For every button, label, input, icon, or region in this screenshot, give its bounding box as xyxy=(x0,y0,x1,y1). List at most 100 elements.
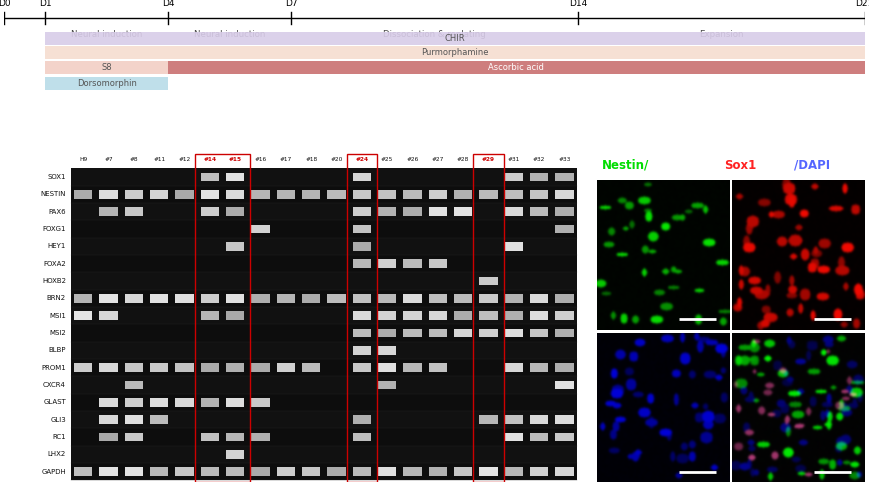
Bar xyxy=(555,468,574,476)
Text: Ascorbic acid: Ascorbic acid xyxy=(488,63,544,72)
Text: Dissociation & replating: Dissociation & replating xyxy=(383,30,486,39)
Bar xyxy=(226,173,244,182)
Bar xyxy=(530,312,548,320)
Bar xyxy=(378,381,396,390)
Bar xyxy=(353,433,371,442)
Bar xyxy=(45,32,865,45)
Bar xyxy=(428,312,447,320)
Bar xyxy=(70,429,577,446)
Bar xyxy=(428,260,447,268)
Bar xyxy=(70,376,577,394)
Bar xyxy=(251,190,269,199)
Bar xyxy=(530,363,548,372)
Text: D0: D0 xyxy=(0,0,10,8)
Bar xyxy=(555,225,574,233)
Text: /DAPI: /DAPI xyxy=(793,159,830,172)
Bar xyxy=(555,381,574,390)
Bar xyxy=(454,312,472,320)
Text: #29: #29 xyxy=(482,157,495,162)
Bar xyxy=(70,238,577,255)
Text: PROM1: PROM1 xyxy=(41,365,66,371)
Bar xyxy=(251,433,269,442)
Bar xyxy=(328,468,346,476)
Bar xyxy=(74,468,92,476)
Bar xyxy=(70,169,577,481)
Bar xyxy=(201,398,219,407)
Bar xyxy=(99,190,117,199)
Bar xyxy=(403,260,421,268)
Bar xyxy=(251,363,269,372)
Bar xyxy=(251,468,269,476)
Text: #26: #26 xyxy=(407,157,419,162)
Text: Dorsomorphin: Dorsomorphin xyxy=(76,79,136,88)
Text: #15: #15 xyxy=(229,157,242,162)
Bar xyxy=(99,294,117,303)
Text: Nestin/: Nestin/ xyxy=(602,159,649,172)
Bar xyxy=(480,277,498,285)
Text: Neural induction: Neural induction xyxy=(71,30,143,39)
Bar xyxy=(45,46,865,59)
Text: #12: #12 xyxy=(178,157,190,162)
Text: D7: D7 xyxy=(285,0,297,8)
Text: MSI1: MSI1 xyxy=(49,313,66,319)
Text: GLAST: GLAST xyxy=(43,399,66,406)
Text: BLBP: BLBP xyxy=(49,347,66,354)
Bar xyxy=(428,329,447,337)
Bar xyxy=(226,207,244,216)
Bar xyxy=(454,468,472,476)
Bar xyxy=(150,415,169,424)
Bar xyxy=(353,329,371,337)
Bar xyxy=(70,221,577,238)
Text: BRN2: BRN2 xyxy=(47,296,66,301)
Bar xyxy=(176,468,194,476)
Bar xyxy=(428,207,447,216)
Bar xyxy=(480,190,498,199)
Bar xyxy=(505,207,523,216)
Text: HEY1: HEY1 xyxy=(48,244,66,249)
Text: #18: #18 xyxy=(305,157,317,162)
Bar xyxy=(505,329,523,337)
Text: FOXA2: FOXA2 xyxy=(43,261,66,267)
Bar xyxy=(74,294,92,303)
Bar xyxy=(555,173,574,182)
Bar xyxy=(70,186,577,203)
Bar xyxy=(353,190,371,199)
Bar xyxy=(378,190,396,199)
Text: PAX6: PAX6 xyxy=(49,209,66,215)
Text: MSI2: MSI2 xyxy=(50,330,66,336)
Bar xyxy=(378,346,396,355)
Bar xyxy=(70,411,577,429)
Bar xyxy=(276,294,295,303)
Bar xyxy=(70,446,577,463)
Text: FOXG1: FOXG1 xyxy=(43,226,66,232)
Bar xyxy=(70,203,577,221)
Bar xyxy=(70,169,577,186)
Text: #7: #7 xyxy=(104,157,113,162)
Text: S8: S8 xyxy=(102,63,112,72)
Text: RC1: RC1 xyxy=(52,434,66,440)
Bar xyxy=(530,294,548,303)
Text: #28: #28 xyxy=(457,157,469,162)
Bar xyxy=(505,294,523,303)
Text: #27: #27 xyxy=(432,157,444,162)
Bar xyxy=(474,154,504,482)
Bar xyxy=(125,398,143,407)
Bar xyxy=(378,294,396,303)
Bar xyxy=(378,312,396,320)
Bar xyxy=(353,415,371,424)
Bar xyxy=(378,363,396,372)
Text: #20: #20 xyxy=(330,157,342,162)
Text: D1: D1 xyxy=(39,0,51,8)
Bar xyxy=(99,468,117,476)
Bar xyxy=(353,207,371,216)
Bar xyxy=(378,329,396,337)
Bar xyxy=(403,312,421,320)
Text: LHX2: LHX2 xyxy=(48,451,66,457)
Bar xyxy=(302,190,321,199)
Text: #8: #8 xyxy=(129,157,138,162)
Bar xyxy=(555,294,574,303)
Bar xyxy=(70,290,577,307)
Bar xyxy=(70,463,577,481)
Bar xyxy=(201,363,219,372)
Bar xyxy=(125,415,143,424)
